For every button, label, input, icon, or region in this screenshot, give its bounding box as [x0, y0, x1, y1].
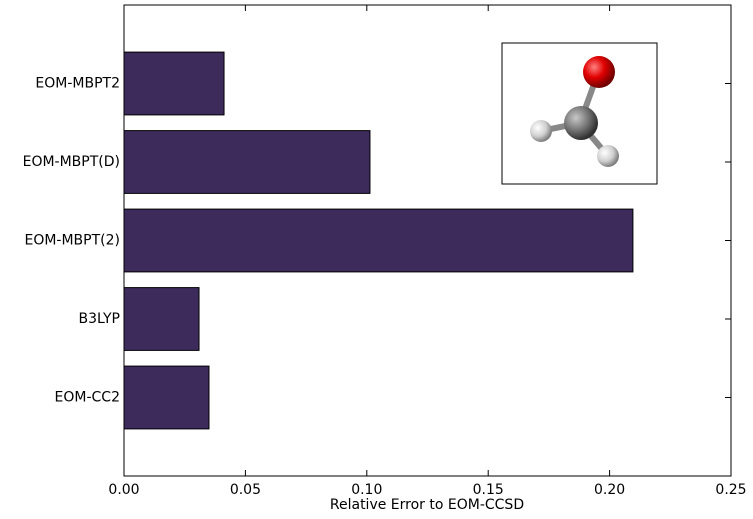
x-tick-label: 0.10 — [351, 482, 382, 498]
bar — [124, 52, 224, 115]
bar — [124, 288, 199, 351]
bar — [124, 131, 370, 194]
chart: Relative Error to EOM-CCSD 0.00 0.05 0.10 0… — [0, 0, 753, 519]
x-tick-label: 0.20 — [594, 482, 625, 498]
y-tick-label: EOM-MBPT(2) — [24, 233, 120, 249]
y-tick-label: EOM-MBPT2 — [35, 76, 120, 92]
y-tick-label: B3LYP — [79, 311, 120, 327]
bar — [124, 366, 209, 429]
x-tick-label: 0.05 — [230, 482, 261, 498]
x-axis-label: Relative Error to EOM-CCSD — [330, 497, 524, 513]
molecule-inset — [502, 43, 657, 184]
bar — [124, 209, 633, 272]
x-tick-label: 0.15 — [473, 482, 504, 498]
y-tick-label: EOM-MBPT(D) — [23, 154, 120, 170]
y-tick-label: EOM-CC2 — [55, 390, 120, 406]
x-tick-label: 0.00 — [108, 482, 139, 498]
x-tick-label: 0.25 — [715, 482, 746, 498]
